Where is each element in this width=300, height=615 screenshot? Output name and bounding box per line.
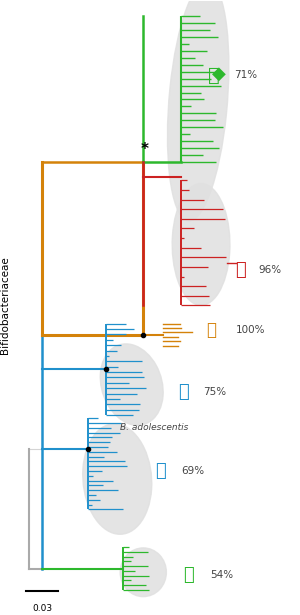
Ellipse shape (167, 0, 229, 221)
Ellipse shape (120, 548, 166, 597)
Ellipse shape (172, 183, 230, 306)
Text: 🧍: 🧍 (178, 383, 188, 401)
Text: 🧍: 🧍 (155, 462, 165, 480)
Text: 🦍: 🦍 (183, 566, 194, 584)
Text: Bifidobacteriaceae: Bifidobacteriaceae (0, 256, 10, 354)
Text: *: * (141, 143, 149, 157)
Text: ◆: ◆ (212, 65, 225, 83)
Ellipse shape (83, 424, 152, 534)
Text: 🐒: 🐒 (235, 261, 246, 279)
Text: 71%: 71% (234, 70, 257, 80)
Text: B. adolescentis: B. adolescentis (120, 423, 188, 432)
Text: 0.03: 0.03 (32, 604, 52, 613)
Text: 69%: 69% (181, 466, 204, 476)
Ellipse shape (100, 344, 163, 426)
Text: 100%: 100% (236, 325, 266, 335)
Text: 🦧: 🦧 (206, 321, 216, 339)
Text: 🦍: 🦍 (208, 66, 220, 84)
Text: 75%: 75% (203, 387, 226, 397)
Text: 54%: 54% (210, 569, 233, 580)
Text: 96%: 96% (259, 265, 282, 275)
